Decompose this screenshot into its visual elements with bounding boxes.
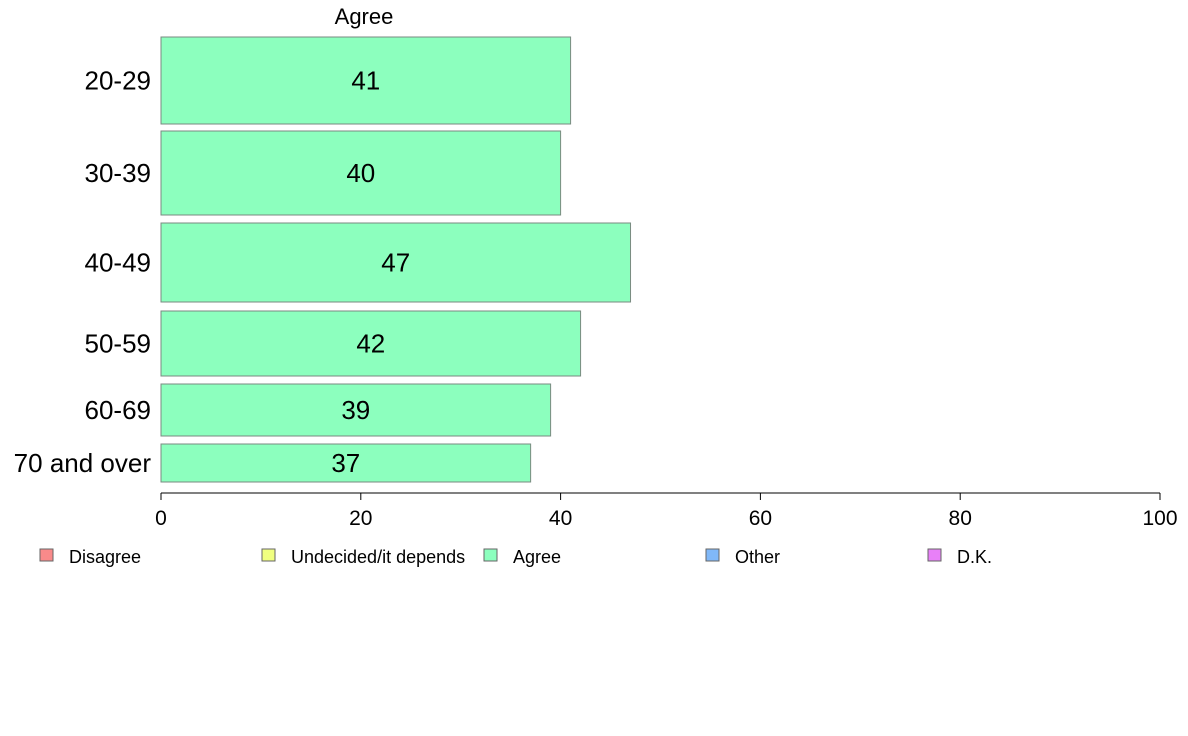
legend-swatch [261,548,276,562]
legend-swatch [705,548,720,562]
category-label: 50-59 [85,329,152,359]
x-tick-label: 20 [349,507,372,530]
data-label: 41 [351,66,380,96]
legend-label: Other [735,547,780,567]
category-label: 20-29 [85,66,152,96]
bars-group: 20-29 41 30-39 40 40-49 47 50-59 42 60-69 39 70 an… [14,36,632,483]
category-label: 70 and over [14,448,152,478]
data-label: 40 [346,158,375,188]
category-label: 60-69 [85,395,152,425]
x-tick-label: 100 [1142,507,1177,530]
legend-label: Undecided/it depends [291,547,465,567]
legend-swatch [483,548,498,562]
legend: Disagree Undecided/it depends Agree Other D.… [39,547,992,567]
bar-3 [160,310,582,377]
category-label: 30-39 [85,158,152,188]
data-label: 37 [331,448,360,478]
x-tick-label: 40 [549,507,572,530]
legend-label: D.K. [957,547,992,567]
x-tick-label: 80 [949,507,972,530]
x-tick-label: 0 [155,507,167,530]
data-label: 42 [356,329,385,359]
data-label: 39 [341,395,370,425]
data-label: 47 [381,248,410,278]
bar-0 [160,36,572,125]
category-label: 40-49 [85,248,152,278]
legend-swatch [927,548,942,562]
bar-4 [160,383,552,437]
chart-title: Agree [335,4,394,29]
bar-2 [160,222,632,303]
bar-1 [160,130,562,216]
bar-5 [160,443,532,483]
legend-swatch [39,548,54,562]
x-axis: 0 20 40 60 80 100 [155,492,1178,530]
legend-label: Agree [513,547,561,567]
x-tick-label: 60 [749,507,772,530]
legend-label: Disagree [69,547,141,567]
